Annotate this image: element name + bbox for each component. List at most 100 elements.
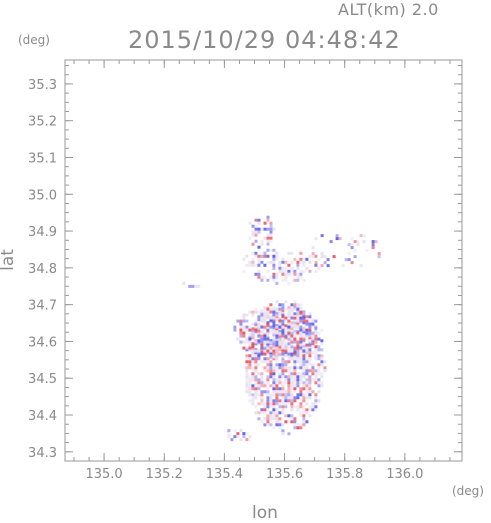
- heatmap-cell: [314, 396, 318, 400]
- heatmap-cell: [320, 255, 324, 259]
- heatmap-cell: [281, 303, 285, 307]
- heatmap-cell: [299, 334, 303, 338]
- heatmap-cell: [302, 375, 306, 379]
- heatmap-cell: [266, 375, 270, 379]
- heatmap-cell: [305, 349, 309, 353]
- heatmap-cell: [257, 254, 261, 258]
- heatmap-cell: [296, 366, 300, 370]
- heatmap-cell: [263, 417, 267, 421]
- heatmap-cell: [281, 309, 285, 313]
- heatmap-cell: [239, 438, 243, 442]
- heatmap-cell: [284, 307, 288, 311]
- heatmap-cell: [281, 322, 285, 326]
- heatmap-cell: [314, 408, 318, 412]
- heatmap-cell: [263, 357, 267, 361]
- heatmap-cell: [290, 399, 294, 403]
- heatmap-cell: [257, 257, 261, 261]
- heatmap-cell: [248, 325, 252, 329]
- heatmap-cell: [293, 390, 297, 394]
- heatmap-cell: [257, 272, 261, 276]
- heatmap-cell: [260, 378, 264, 382]
- heatmap-cell: [317, 331, 321, 335]
- heatmap-cell: [269, 396, 273, 400]
- heatmap-cell: [257, 310, 261, 314]
- heatmap-cell: [293, 363, 297, 367]
- heatmap-cell: [317, 381, 321, 385]
- heatmap-cell: [302, 423, 306, 427]
- heatmap-cell: [377, 255, 381, 259]
- heatmap-cell: [254, 251, 258, 255]
- heatmap-cell: [284, 316, 288, 320]
- heatmap-cell: [305, 366, 309, 370]
- heatmap-cell: [254, 340, 258, 344]
- heatmap-cell: [305, 390, 309, 394]
- heatmap-cell: [308, 390, 312, 394]
- heatmap-cell: [260, 325, 264, 329]
- heatmap-cell: [251, 349, 255, 353]
- heatmap-cell: [233, 429, 237, 433]
- heatmap-cell: [281, 366, 285, 370]
- heatmap-cell: [308, 408, 312, 412]
- heatmap-cell: [266, 316, 270, 320]
- heatmap-cell: [248, 387, 252, 391]
- heatmap-cell: [272, 381, 276, 385]
- heatmap-cell: [311, 252, 315, 256]
- heatmap-cell: [308, 369, 312, 373]
- heatmap-cell: [272, 278, 276, 282]
- x-tick-label: 135.8: [326, 467, 363, 482]
- heatmap-cell: [257, 260, 261, 264]
- y-tick-label: 34.8: [28, 262, 57, 277]
- heatmap-cell: [296, 381, 300, 385]
- heatmap-cell: [260, 242, 264, 246]
- heatmap-cell: [272, 307, 276, 311]
- heatmap-cell: [272, 375, 276, 379]
- heatmap-cell: [314, 375, 318, 379]
- heatmap-cell: [275, 318, 279, 322]
- heatmap-cell: [299, 325, 303, 329]
- heatmap-cell: [320, 264, 324, 268]
- heatmap-cell: [254, 233, 258, 237]
- heatmap-cell: [281, 266, 285, 270]
- heatmap-cell: [323, 360, 327, 364]
- heatmap-cell: [254, 396, 258, 400]
- heatmap-cell: [320, 328, 324, 332]
- heatmap-cell: [260, 393, 264, 397]
- heatmap-cell: [287, 263, 291, 267]
- heatmap-cell: [302, 325, 306, 329]
- heatmap-cell: [290, 387, 294, 391]
- heatmap-cell: [311, 342, 315, 346]
- heatmap-cell: [278, 423, 282, 427]
- heatmap-cell: [251, 251, 255, 255]
- heatmap-cell: [257, 363, 261, 367]
- heatmap-cell: [290, 381, 294, 385]
- heatmap-cell: [287, 384, 291, 388]
- heatmap-cell: [266, 233, 270, 237]
- heatmap-cell: [290, 337, 294, 341]
- heatmap-cell: [239, 319, 243, 323]
- heatmap-cell: [242, 269, 246, 273]
- heatmap-cell: [278, 402, 282, 406]
- heatmap-cell: [260, 399, 264, 403]
- heatmap-cell: [245, 340, 249, 344]
- heatmap-cell: [314, 357, 318, 361]
- heatmap-cell: [287, 269, 291, 273]
- heatmap-cell: [263, 360, 267, 364]
- heatmap-cell: [269, 375, 273, 379]
- heatmap-cell: [248, 390, 252, 394]
- heatmap-cell: [287, 390, 291, 394]
- heatmap-cell: [320, 354, 324, 358]
- heatmap-cell: [272, 355, 276, 359]
- heatmap-cell: [332, 255, 336, 259]
- heatmap-cell: [317, 354, 321, 358]
- heatmap-cell: [251, 224, 255, 228]
- heatmap-cell: [320, 372, 324, 376]
- heatmap-cell: [260, 372, 264, 376]
- heatmap-cell: [308, 387, 312, 391]
- heatmap-cell: [284, 366, 288, 370]
- heatmap-cell: [260, 227, 264, 231]
- heatmap-cell: [257, 221, 261, 225]
- heatmap-cell: [254, 360, 258, 364]
- heatmap-cell: [302, 321, 306, 325]
- heatmap-cell: [272, 319, 276, 323]
- heatmap-cell: [257, 378, 261, 382]
